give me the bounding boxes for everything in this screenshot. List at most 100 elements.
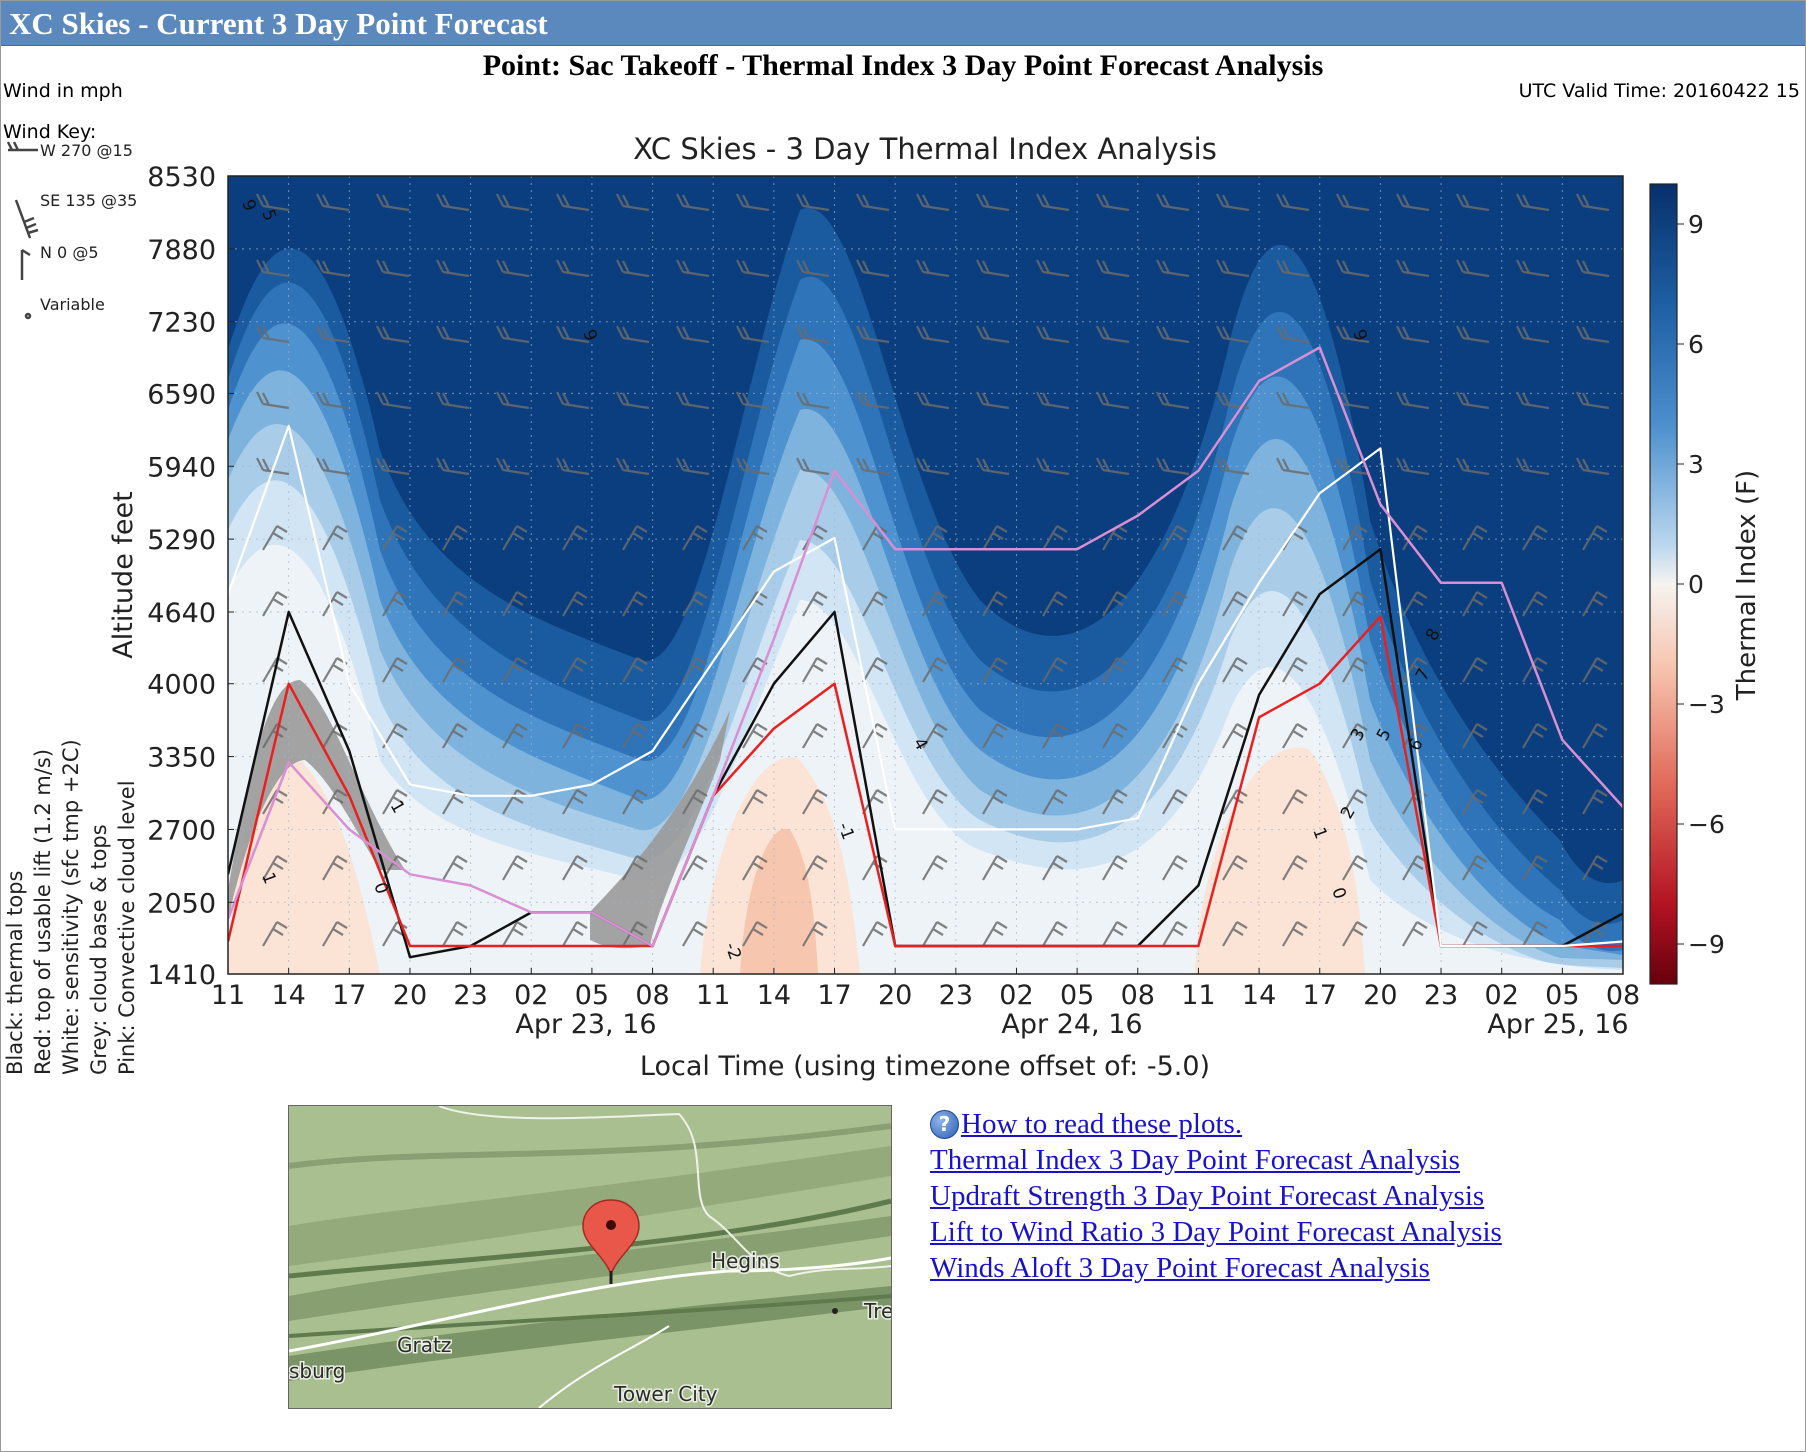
wind-barb	[1342, 855, 1368, 881]
wind-barb	[502, 921, 528, 947]
wind-barb	[922, 591, 948, 617]
plot-border	[227, 175, 1624, 975]
wind-barb	[496, 457, 530, 476]
chart-title: XC Skies - 3 Day Thermal Index Analysis	[633, 132, 1217, 166]
wind-barb	[562, 789, 588, 815]
wind-barb	[496, 259, 530, 278]
y-tick-label: 4000	[147, 670, 216, 701]
wind-barb	[1576, 391, 1610, 410]
location-map[interactable]: Hegins Gratz sburg Tower City Tre	[288, 1105, 892, 1409]
wind-barb	[1036, 391, 1070, 410]
wind-barb	[1162, 921, 1188, 947]
wind-key-entry: N 0 @5	[40, 243, 99, 262]
map-pin-dot	[606, 1220, 616, 1230]
wind-barb	[1456, 325, 1490, 344]
plot-grid	[228, 176, 1623, 974]
series-line	[228, 615, 1623, 948]
wind-barb	[1462, 525, 1488, 551]
wind-barb	[1162, 591, 1188, 617]
wind-barb	[256, 391, 290, 410]
series-lines	[228, 346, 1623, 959]
updraft-strength-link[interactable]: Updraft Strength 3 Day Point Forecast An…	[930, 1180, 1485, 1212]
wind-barb	[1276, 193, 1310, 212]
wind-barb	[1042, 657, 1068, 683]
wind-barb	[256, 259, 290, 278]
wind-barb	[856, 391, 890, 410]
wind-barb	[1036, 193, 1070, 212]
wind-barb	[436, 193, 470, 212]
wind-barb	[1582, 855, 1608, 881]
date-label: Apr 24, 16	[1001, 1009, 1142, 1040]
map-marker-icon[interactable]	[582, 1199, 640, 1284]
wind-barb	[376, 457, 410, 476]
wind-barb	[436, 391, 470, 410]
winds-aloft-link[interactable]: Winds Aloft 3 Day Point Forecast Analysi…	[930, 1252, 1430, 1284]
lift-wind-ratio-link[interactable]: Lift to Wind Ratio 3 Day Point Forecast …	[930, 1216, 1502, 1248]
cloud-shade-day2	[590, 710, 730, 949]
map-road	[538, 1325, 670, 1408]
wind-barb	[1222, 855, 1248, 881]
thermal-index-link[interactable]: Thermal Index 3 Day Point Forecast Analy…	[930, 1144, 1460, 1176]
series-line	[228, 424, 1623, 948]
wind-barb	[562, 591, 588, 617]
wind-barbs	[256, 193, 1610, 947]
side-legend-item: Red: top of usable lift (1.2 m/s)	[31, 749, 55, 1075]
wind-barb	[1336, 259, 1370, 278]
x-tick-label: 02	[514, 980, 548, 1011]
wind-barb	[1162, 525, 1188, 551]
wind-barb	[496, 325, 530, 344]
wind-barb	[382, 525, 408, 551]
wind-barb	[442, 657, 468, 683]
wind-barb	[622, 855, 648, 881]
wind-barb	[262, 921, 288, 947]
wind-barb	[1582, 525, 1608, 551]
wind-barb	[1282, 789, 1308, 815]
wind-barb	[1516, 325, 1550, 344]
wind-barb	[1456, 457, 1490, 476]
wind-barb	[1582, 789, 1608, 815]
wind-barb	[502, 723, 528, 749]
wind-barb	[322, 855, 348, 881]
colorbar-tick-label: 0	[1688, 570, 1704, 599]
wind-barb	[316, 259, 350, 278]
wind-barb	[742, 789, 768, 815]
series-line	[228, 346, 1623, 948]
wind-barb	[976, 259, 1010, 278]
wind-barb	[1462, 657, 1488, 683]
wind-barb	[1276, 457, 1310, 476]
wind-barb	[376, 193, 410, 212]
wind-barb	[562, 723, 588, 749]
map-road	[289, 1256, 891, 1353]
help-question-icon: ?	[930, 1110, 959, 1139]
map-ridge	[289, 1216, 891, 1321]
wind-key-glyphs	[6, 141, 39, 320]
map-label: Hegins	[711, 1249, 780, 1273]
x-tick-label: 02	[999, 980, 1033, 1011]
map-svg: Hegins Gratz sburg Tower City Tre	[289, 1106, 891, 1408]
wind-barb	[256, 457, 290, 476]
wind-barb	[616, 391, 650, 410]
map-label: Tre	[863, 1299, 891, 1323]
wind-barb	[1102, 921, 1128, 947]
wind-barb	[1522, 921, 1548, 947]
x-tick-label: 23	[939, 980, 973, 1011]
wind-barb	[1336, 457, 1370, 476]
wind-barb	[376, 325, 410, 344]
x-tick-label: 05	[1060, 980, 1094, 1011]
map-label: Tower City	[613, 1382, 718, 1406]
wind-barb	[256, 325, 290, 344]
wind-barb	[1402, 657, 1428, 683]
wind-barb	[1336, 193, 1370, 212]
x-tick-label: 11	[211, 980, 245, 1011]
warm-region-day2-core	[740, 828, 818, 974]
wind-key-barb-se	[14, 199, 39, 239]
help-link[interactable]: ? How to read these plots.	[930, 1106, 1502, 1142]
wind-barb	[562, 855, 588, 881]
wind-barb	[1156, 457, 1190, 476]
colorbar-label: Thermal Index (F)	[1732, 470, 1762, 701]
map-labels: Hegins Gratz sburg Tower City Tre	[289, 1248, 891, 1408]
wind-barb	[916, 325, 950, 344]
wind-barb	[982, 723, 1008, 749]
thermal-index-chart: XC Skies - 3 Day Thermal Index Analysis	[0, 120, 1806, 1095]
wind-key-barb-n	[20, 248, 31, 280]
